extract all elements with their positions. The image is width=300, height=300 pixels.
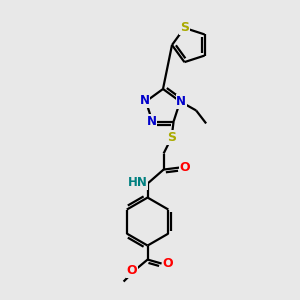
Text: S: S (167, 131, 176, 144)
Text: N: N (176, 95, 186, 108)
Text: HN: HN (128, 176, 148, 189)
Text: O: O (162, 257, 173, 270)
Text: N: N (146, 115, 156, 128)
Text: O: O (179, 161, 190, 174)
Text: N: N (140, 94, 150, 107)
Text: S: S (180, 21, 189, 34)
Text: O: O (126, 264, 137, 277)
